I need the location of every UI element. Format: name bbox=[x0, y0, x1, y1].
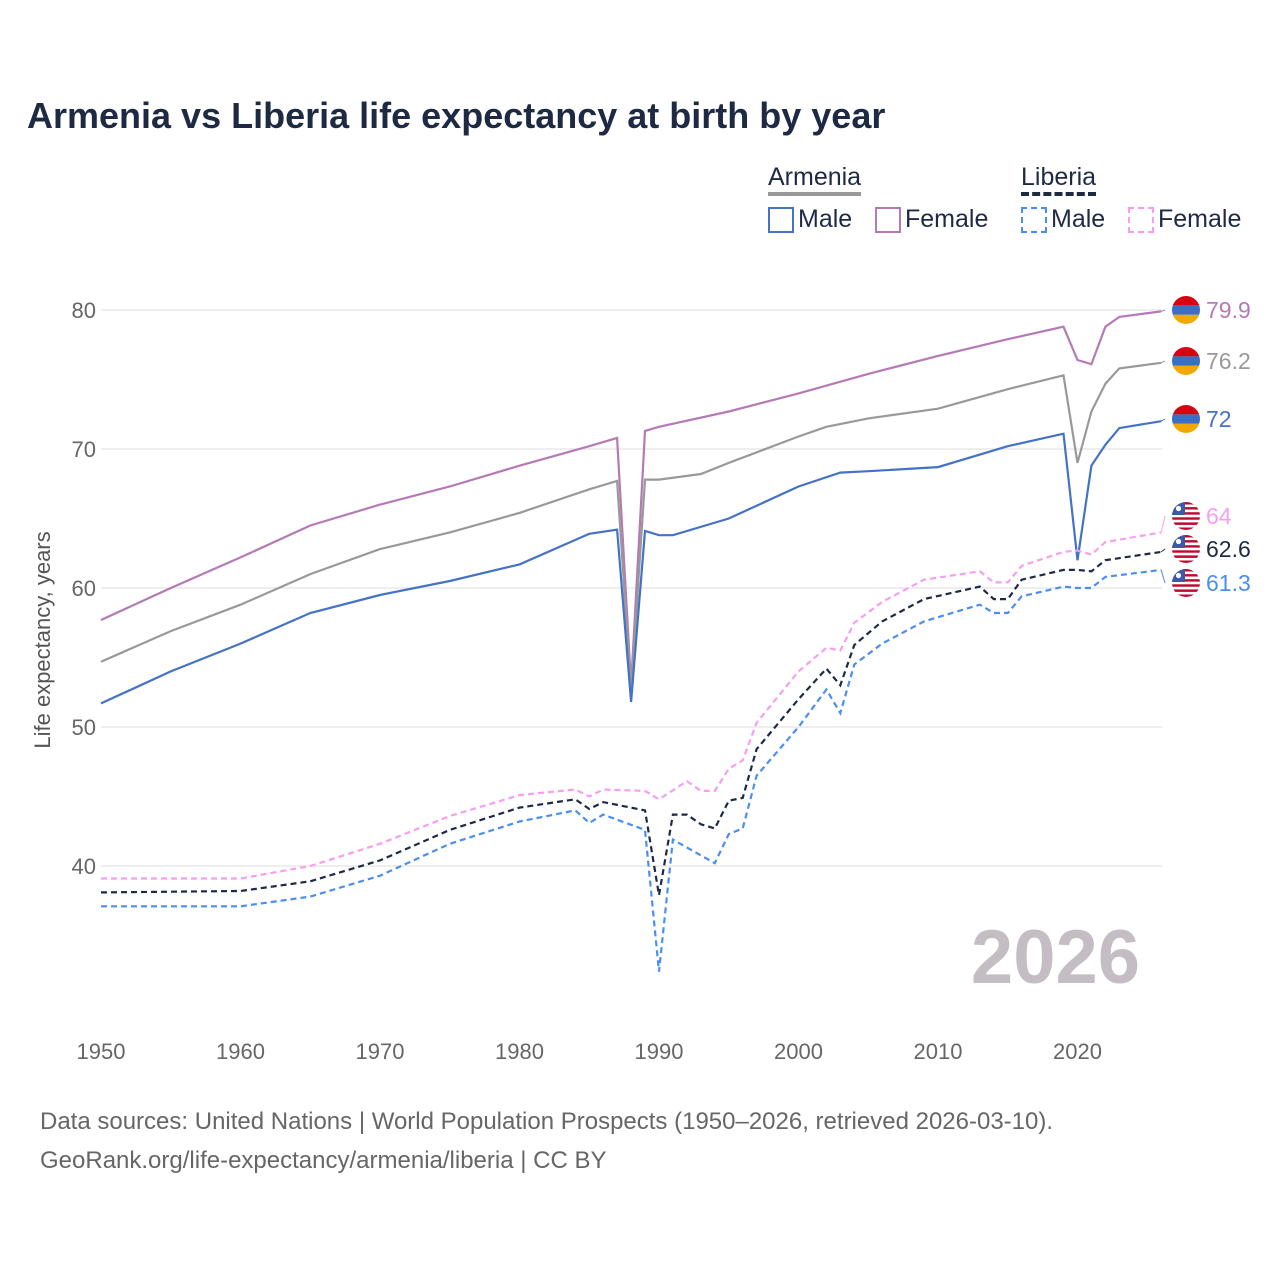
y-axis-label: Life expectancy, years bbox=[30, 531, 55, 748]
end-value-label: 79.9 bbox=[1206, 297, 1251, 323]
series-line-armenia-female bbox=[100, 310, 1162, 686]
legend-swatch-icon bbox=[768, 206, 794, 233]
legend-label: Female bbox=[905, 205, 989, 233]
year-watermark: 2026 bbox=[971, 915, 1140, 1000]
y-tick-label: 80 bbox=[72, 298, 96, 323]
x-tick-label: 2000 bbox=[774, 1039, 823, 1064]
liberia-flag-icon bbox=[1172, 569, 1200, 597]
end-connector bbox=[1160, 360, 1166, 364]
series-line-liberia-male bbox=[101, 568, 1162, 972]
liberia-flag-icon bbox=[1172, 502, 1200, 530]
legend-liberia-title: Liberia bbox=[1021, 163, 1097, 196]
x-tick-label: 1990 bbox=[635, 1039, 684, 1064]
armenia-flag-icon bbox=[1172, 296, 1200, 324]
legend-label: Male bbox=[798, 205, 853, 233]
y-tick-label: 60 bbox=[72, 576, 96, 601]
end-connector bbox=[1160, 569, 1166, 584]
chart-title: Armenia vs Liberia life expectancy at bi… bbox=[27, 95, 886, 136]
x-tick-label: 2010 bbox=[914, 1039, 963, 1064]
series-line-armenia-male bbox=[100, 420, 1162, 705]
legend-liberia-male[interactable]: Male bbox=[1021, 205, 1105, 234]
end-value-label: 62.6 bbox=[1206, 536, 1251, 562]
end-value-label: 72 bbox=[1206, 406, 1232, 432]
armenia-flag-icon bbox=[1172, 347, 1200, 375]
legend-swatch-icon bbox=[1021, 206, 1047, 233]
series-line-liberia bbox=[100, 550, 1162, 896]
x-tick-label: 1980 bbox=[495, 1039, 544, 1064]
legend-swatch-icon bbox=[1128, 206, 1154, 233]
end-connector bbox=[1160, 515, 1166, 533]
end-connector bbox=[1161, 309, 1166, 312]
end-connector bbox=[1160, 548, 1166, 553]
legend-swatch-icon bbox=[875, 206, 901, 233]
legend-liberia-female[interactable]: Female bbox=[1128, 205, 1241, 234]
footer-link[interactable]: GeoRank.org/life-expectancy/armenia/libe… bbox=[40, 1147, 607, 1174]
y-tick-label: 40 bbox=[72, 854, 96, 879]
liberia-flag-icon bbox=[1172, 535, 1200, 563]
end-value-label: 61.3 bbox=[1206, 570, 1251, 596]
x-tick-label: 1970 bbox=[356, 1039, 405, 1064]
legend-armenia-male[interactable]: Male bbox=[768, 205, 852, 234]
end-value-label: 64 bbox=[1206, 503, 1232, 529]
legend-armenia-title: Armenia bbox=[768, 163, 862, 196]
armenia-flag-icon bbox=[1172, 405, 1200, 433]
legend-armenia-female[interactable]: Female bbox=[875, 205, 988, 234]
y-tick-label: 50 bbox=[72, 715, 96, 740]
x-tick-label: 1950 bbox=[77, 1039, 126, 1064]
series-line-liberia-female bbox=[101, 531, 1162, 880]
legend-label: Female bbox=[1158, 205, 1242, 233]
legend-label: Male bbox=[1051, 205, 1106, 233]
y-tick-label: 70 bbox=[72, 437, 96, 462]
end-connector bbox=[1160, 418, 1166, 422]
x-tick-label: 2020 bbox=[1053, 1039, 1102, 1064]
series-line-armenia bbox=[100, 361, 1162, 693]
footer-sources: Data sources: United Nations | World Pop… bbox=[40, 1108, 1054, 1135]
end-value-label: 76.2 bbox=[1206, 348, 1251, 374]
x-tick-label: 1960 bbox=[216, 1039, 265, 1064]
